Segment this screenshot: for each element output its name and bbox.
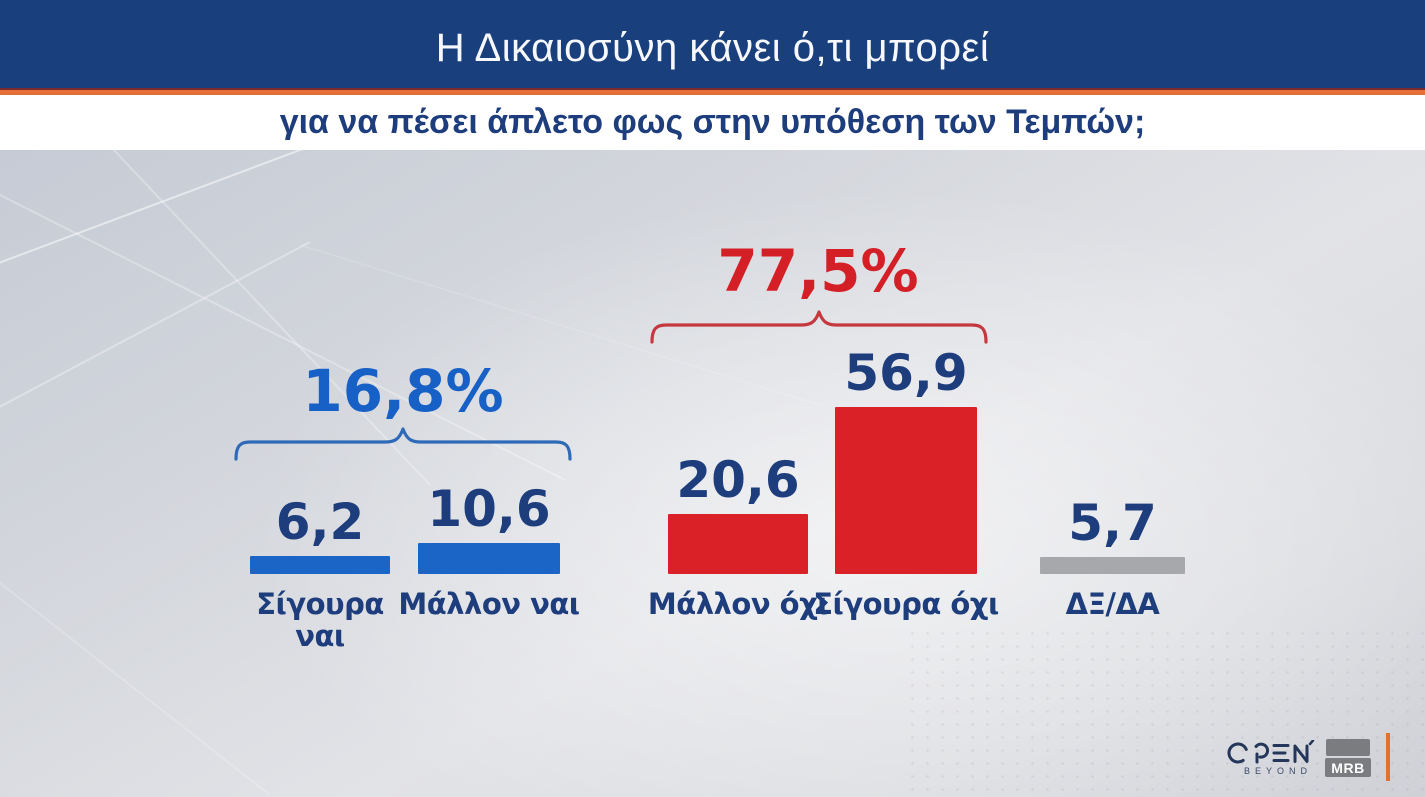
bar: [835, 407, 977, 574]
page-title: Η Δικαιοσύνη κάνει ό,τι μπορεί: [435, 25, 990, 70]
bar: [250, 556, 390, 574]
mrb-logo-text: MRB: [1331, 759, 1365, 776]
bar-value: 10,6: [427, 480, 551, 538]
bar: [418, 543, 560, 574]
orange-divider: [0, 90, 1425, 95]
bar: [668, 514, 808, 574]
bar: [1040, 557, 1185, 574]
chart-area: 16,8% 77,5% 6,2 Σίγουρα ναι 10,6 Μάλλον …: [0, 150, 1425, 797]
group-total-no: 77,5%: [717, 237, 919, 305]
open-tagline: BEYOND: [1243, 766, 1312, 776]
bar-value: 20,6: [676, 451, 800, 509]
mrb-agency-logo: MRB: [1325, 739, 1371, 777]
mrb-logo-bar: [1326, 739, 1370, 756]
bar-category: Μάλλον ναι: [398, 587, 580, 621]
orange-accent-line: [1386, 733, 1390, 781]
yes-bracket: [234, 427, 572, 461]
bar-category: Μάλλον όχι: [647, 587, 829, 621]
bar-value: 6,2: [275, 493, 365, 551]
bar-value: 56,9: [844, 344, 968, 402]
group-total-yes: 16,8%: [302, 357, 504, 425]
open-channel-logo: [1227, 740, 1315, 764]
subtitle-bar: για να πέσει άπλετο φως στην υπόθεση των…: [0, 95, 1425, 150]
bar-category: Σίγουρα όχι: [813, 587, 999, 621]
bar-value: 5,7: [1068, 494, 1157, 552]
bar-category: ΔΞ/ΔΑ: [1065, 587, 1160, 621]
no-bracket: [650, 310, 988, 344]
header-bar: Η Δικαιοσύνη κάνει ό,τι μπορεί: [0, 0, 1425, 88]
maroon-divider: [0, 88, 1425, 90]
bar-category: Σίγουρα ναι: [256, 587, 384, 654]
page-subtitle: για να πέσει άπλετο φως στην υπόθεση των…: [279, 103, 1146, 141]
mrb-logo-box: MRB: [1325, 758, 1371, 777]
